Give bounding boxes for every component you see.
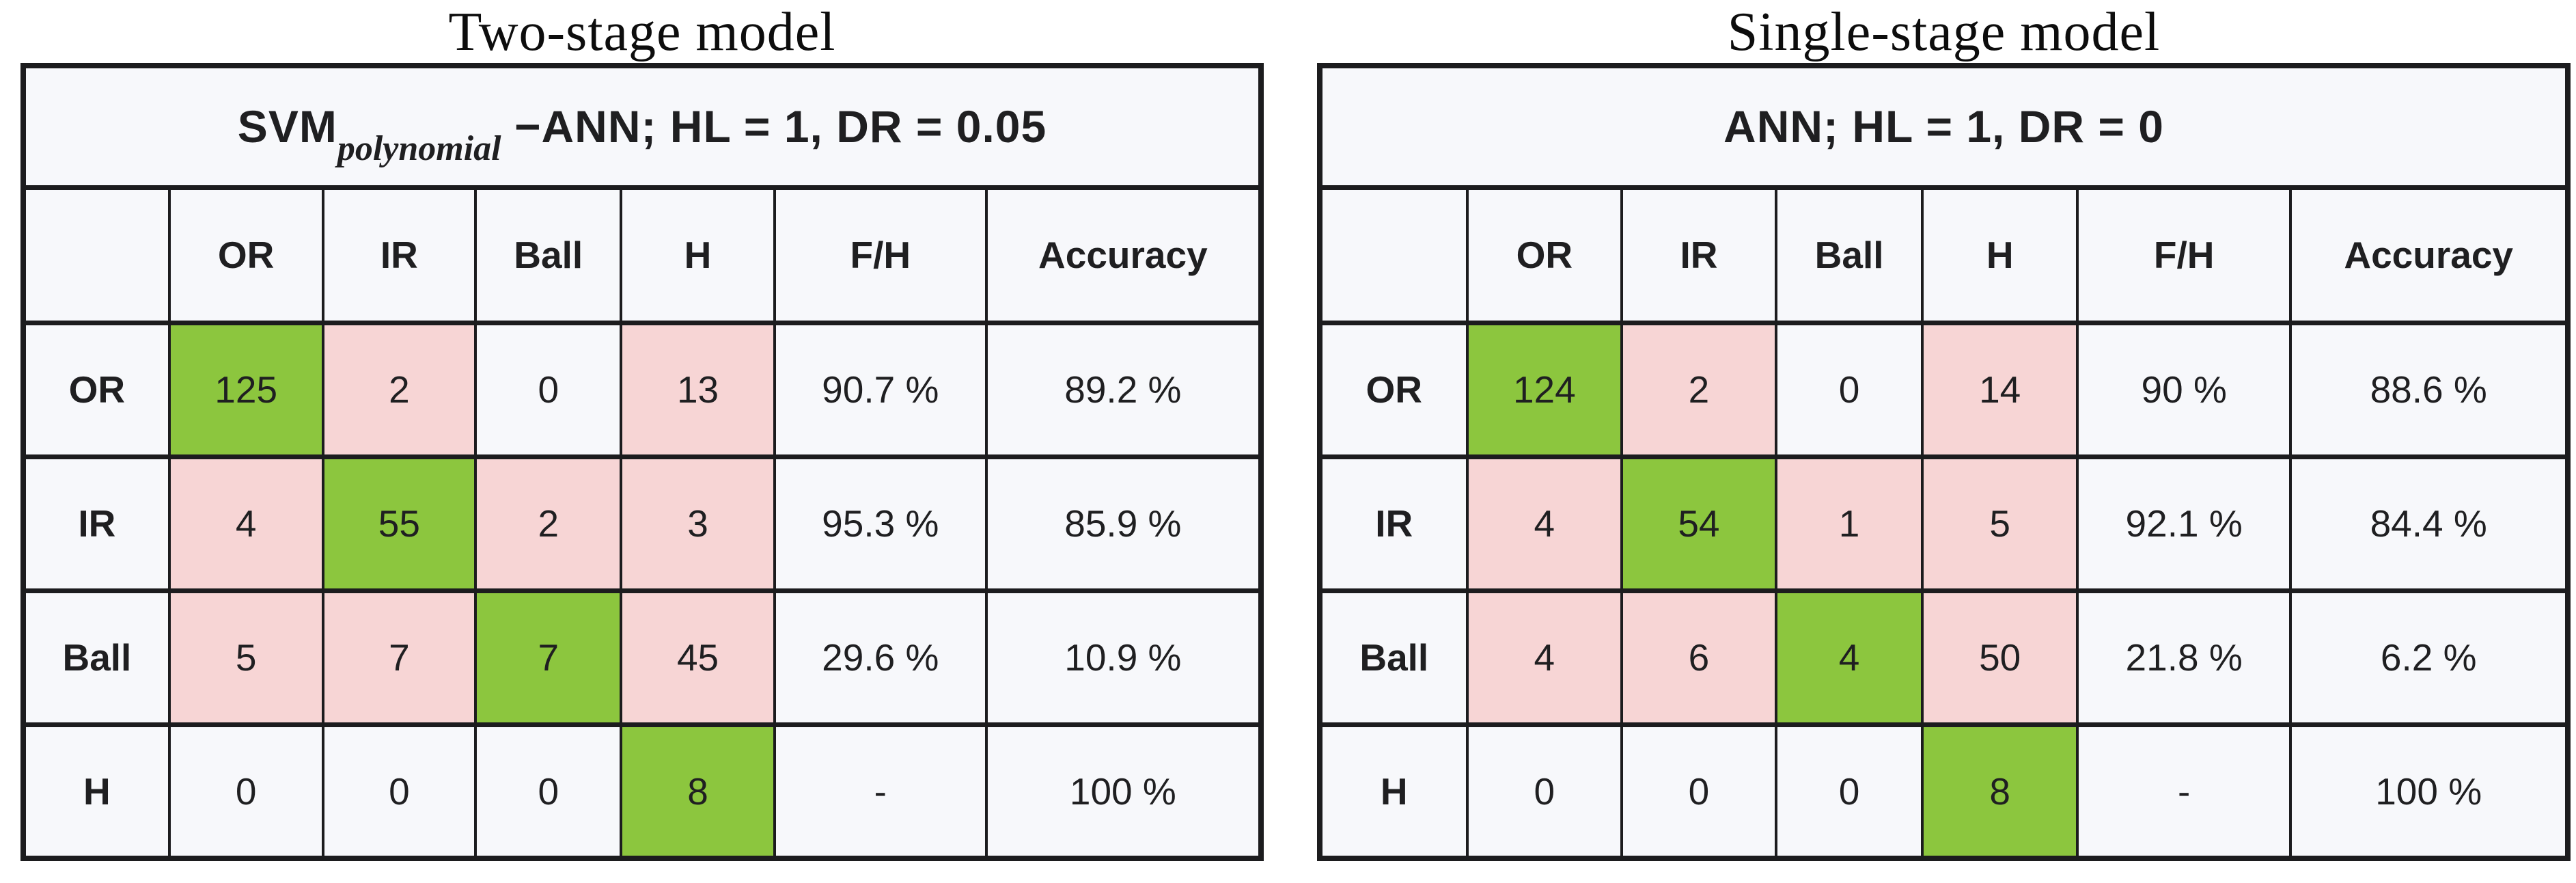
row-label-or: OR: [1318, 320, 1469, 459]
model-params: ANN; HL = 1, DR = 0: [1723, 101, 2164, 152]
accuracy-cell: 10.9 %: [984, 588, 1263, 727]
panel-caption: Two-stage model: [448, 2, 836, 62]
matrix-cell: 4: [167, 454, 324, 593]
model-kernel-subscript: polynomial: [337, 129, 501, 169]
fh-cell: 92.1 %: [2075, 454, 2293, 593]
matrix-cell: 55: [321, 454, 477, 593]
matrix-cell: 125: [167, 320, 324, 459]
accuracy-cell: 89.2 %: [984, 320, 1263, 459]
fh-cell: 21.8 %: [2075, 588, 2293, 727]
matrix-cell: 0: [1774, 320, 1924, 459]
matrix-cell: 0: [321, 722, 477, 861]
column-header-accuracy: Accuracy: [984, 185, 1263, 325]
row-label-ir: IR: [1318, 454, 1469, 593]
fh-cell: 90.7 %: [773, 320, 988, 459]
table-row: OR 125 2 0 13 90.7 % 89.2 %: [22, 320, 1263, 459]
row-label-or: OR: [22, 320, 171, 459]
table-row: Ball 4 6 4 50 21.8 % 6.2 %: [1318, 588, 2569, 727]
row-label-h: H: [22, 722, 171, 861]
column-header-or: OR: [167, 185, 324, 325]
confusion-matrix-figure: Two-stage model SVMpolynomial −ANN; HL =…: [20, 3, 2571, 861]
matrix-cell: 4: [1465, 454, 1624, 593]
matrix-cell: 5: [1921, 454, 2079, 593]
matrix-cell: 4: [1774, 588, 1924, 727]
column-header-accuracy: Accuracy: [2289, 185, 2569, 325]
column-header-ball: Ball: [1774, 185, 1924, 325]
matrix-cell: 0: [1465, 722, 1624, 861]
fh-cell: 95.3 %: [773, 454, 988, 593]
column-header-fh: F/H: [773, 185, 988, 325]
row-label-ir: IR: [22, 454, 171, 593]
matrix-cell: 1: [1774, 454, 1924, 593]
fh-cell: -: [773, 722, 988, 861]
matrix-cell: 2: [1620, 320, 1777, 459]
panel-single-stage: Single-stage model ANN; HL = 1, DR = 0 O…: [1317, 3, 2571, 861]
table-row: H 0 0 0 8 - 100 %: [22, 722, 1263, 861]
matrix-cell: 2: [474, 454, 623, 593]
fh-cell: 29.6 %: [773, 588, 988, 727]
column-header-h: H: [620, 185, 776, 325]
table-row: OR 124 2 0 14 90 % 88.6 %: [1318, 320, 2569, 459]
matrix-cell: 4: [1465, 588, 1624, 727]
row-label-ball: Ball: [1318, 588, 1469, 727]
matrix-cell: 54: [1620, 454, 1777, 593]
column-header-ball: Ball: [474, 185, 623, 325]
matrix-cell: 7: [321, 588, 477, 727]
matrix-cell: 2: [321, 320, 477, 459]
confusion-table-two-stage: SVMpolynomial −ANN; HL = 1, DR = 0.05 OR…: [20, 63, 1264, 861]
matrix-cell: 13: [620, 320, 776, 459]
column-header-or: OR: [1465, 185, 1624, 325]
matrix-cell: 124: [1465, 320, 1624, 459]
matrix-cell: 8: [1921, 722, 2079, 861]
accuracy-cell: 84.4 %: [2289, 454, 2569, 593]
matrix-cell: 0: [1774, 722, 1924, 861]
table-row: Ball 5 7 7 45 29.6 % 10.9 %: [22, 588, 1263, 727]
matrix-cell: 0: [474, 722, 623, 861]
corner-cell: [1318, 185, 1469, 325]
matrix-cell: 50: [1921, 588, 2079, 727]
model-title-cell: ANN; HL = 1, DR = 0: [1318, 63, 2569, 190]
model-name: SVM: [237, 101, 337, 152]
table-row: IR 4 55 2 3 95.3 % 85.9 %: [22, 454, 1263, 593]
matrix-cell: 3: [620, 454, 776, 593]
confusion-table-single-stage: ANN; HL = 1, DR = 0 OR IR Ball H F/H Acc…: [1317, 63, 2571, 861]
panel-two-stage: Two-stage model SVMpolynomial −ANN; HL =…: [20, 3, 1264, 861]
matrix-cell: 8: [620, 722, 776, 861]
model-params: −ANN; HL = 1, DR = 0.05: [501, 101, 1047, 152]
matrix-cell: 6: [1620, 588, 1777, 727]
column-header-ir: IR: [321, 185, 477, 325]
column-header-ir: IR: [1620, 185, 1777, 325]
panel-caption: Single-stage model: [1727, 2, 2161, 62]
matrix-cell: 0: [474, 320, 623, 459]
matrix-cell: 0: [1620, 722, 1777, 861]
corner-cell: [22, 185, 171, 325]
matrix-cell: 0: [167, 722, 324, 861]
accuracy-cell: 100 %: [984, 722, 1263, 861]
accuracy-cell: 6.2 %: [2289, 588, 2569, 727]
row-label-ball: Ball: [22, 588, 171, 727]
model-title-cell: SVMpolynomial −ANN; HL = 1, DR = 0.05: [22, 63, 1262, 190]
column-header-fh: F/H: [2075, 185, 2293, 325]
table-row: H 0 0 0 8 - 100 %: [1318, 722, 2569, 861]
table-row: IR 4 54 1 5 92.1 % 84.4 %: [1318, 454, 2569, 593]
fh-cell: -: [2075, 722, 2293, 861]
accuracy-cell: 88.6 %: [2289, 320, 2569, 459]
matrix-cell: 14: [1921, 320, 2079, 459]
fh-cell: 90 %: [2075, 320, 2293, 459]
accuracy-cell: 100 %: [2289, 722, 2569, 861]
row-label-h: H: [1318, 722, 1469, 861]
accuracy-cell: 85.9 %: [984, 454, 1263, 593]
matrix-cell: 5: [167, 588, 324, 727]
matrix-cell: 7: [474, 588, 623, 727]
column-header-h: H: [1921, 185, 2079, 325]
matrix-cell: 45: [620, 588, 776, 727]
